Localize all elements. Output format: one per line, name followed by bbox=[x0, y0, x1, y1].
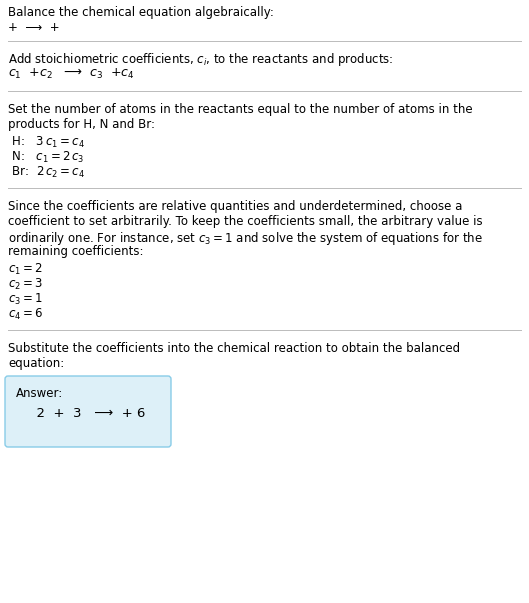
Text: Add stoichiometric coefficients, $c_i$, to the reactants and products:: Add stoichiometric coefficients, $c_i$, … bbox=[8, 51, 394, 68]
Text: H:   $3\,c_1 = c_4$: H: $3\,c_1 = c_4$ bbox=[8, 135, 85, 150]
Text: $c_1 = 2$: $c_1 = 2$ bbox=[8, 262, 43, 277]
Text: Answer:: Answer: bbox=[16, 387, 63, 400]
Text: $c_4 = 6$: $c_4 = 6$ bbox=[8, 307, 43, 322]
Text: $c_2 = 3$: $c_2 = 3$ bbox=[8, 277, 43, 292]
FancyBboxPatch shape bbox=[5, 376, 171, 447]
Text: N:   $c_1 = 2\,c_3$: N: $c_1 = 2\,c_3$ bbox=[8, 150, 85, 165]
Text: Substitute the coefficients into the chemical reaction to obtain the balanced: Substitute the coefficients into the che… bbox=[8, 342, 460, 355]
Text: ordinarily one. For instance, set $c_3 = 1$ and solve the system of equations fo: ordinarily one. For instance, set $c_3 =… bbox=[8, 230, 483, 247]
Text: +  ⟶  +: + ⟶ + bbox=[8, 21, 60, 34]
Text: equation:: equation: bbox=[8, 357, 64, 370]
Text: Since the coefficients are relative quantities and underdetermined, choose a: Since the coefficients are relative quan… bbox=[8, 200, 462, 213]
Text: $c_1$  +$c_2$   ⟶  $c_3$  +$c_4$: $c_1$ +$c_2$ ⟶ $c_3$ +$c_4$ bbox=[8, 67, 135, 81]
Text: products for H, N and Br:: products for H, N and Br: bbox=[8, 118, 155, 131]
Text: Balance the chemical equation algebraically:: Balance the chemical equation algebraica… bbox=[8, 6, 274, 19]
Text: Set the number of atoms in the reactants equal to the number of atoms in the: Set the number of atoms in the reactants… bbox=[8, 103, 472, 116]
Text: coefficient to set arbitrarily. To keep the coefficients small, the arbitrary va: coefficient to set arbitrarily. To keep … bbox=[8, 215, 482, 228]
Text: $c_3 = 1$: $c_3 = 1$ bbox=[8, 292, 43, 307]
Text: Br:  $2\,c_2 = c_4$: Br: $2\,c_2 = c_4$ bbox=[8, 165, 85, 180]
Text: remaining coefficients:: remaining coefficients: bbox=[8, 245, 143, 258]
Text: 2  +  3   ⟶  + 6: 2 + 3 ⟶ + 6 bbox=[28, 407, 145, 420]
